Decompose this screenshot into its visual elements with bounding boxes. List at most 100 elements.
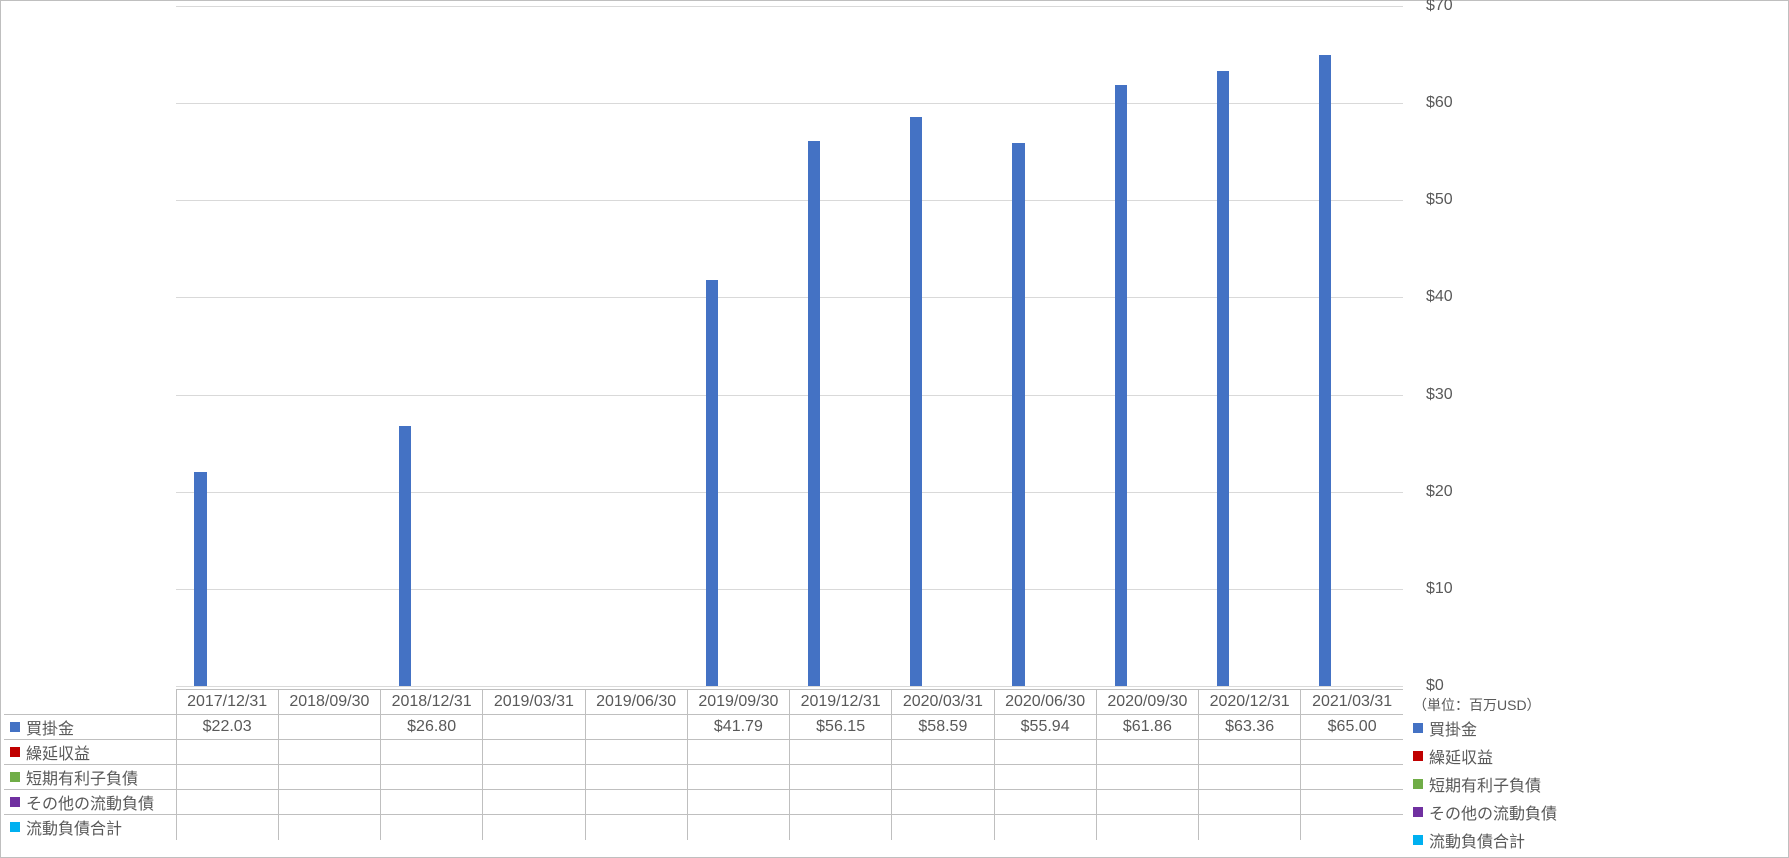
table-col-header: 2019/09/30 bbox=[687, 690, 789, 715]
table-cell bbox=[585, 790, 687, 815]
y-tick-label: $30 bbox=[1426, 386, 1453, 404]
table-cell bbox=[790, 790, 892, 815]
table-col-header: 2020/12/31 bbox=[1199, 690, 1301, 715]
gridline bbox=[176, 686, 1403, 687]
table-cell bbox=[994, 765, 1096, 790]
bar-s1 bbox=[1217, 71, 1229, 686]
table-cell bbox=[1301, 765, 1403, 790]
series-swatch-icon bbox=[10, 747, 20, 757]
series-swatch-icon bbox=[10, 772, 20, 782]
table-cell bbox=[1096, 740, 1198, 765]
table-row-header: 繰延収益 bbox=[4, 740, 176, 765]
table-col-header: 2018/12/31 bbox=[381, 690, 483, 715]
table-cell bbox=[483, 815, 585, 840]
bar-s1 bbox=[1319, 55, 1331, 686]
legend-swatch-icon bbox=[1413, 835, 1423, 845]
table-cell: $61.86 bbox=[1096, 715, 1198, 740]
table-cell bbox=[381, 790, 483, 815]
series-label: 買掛金 bbox=[26, 715, 74, 739]
table-cell: $41.79 bbox=[687, 715, 789, 740]
series-label: その他の流動負債 bbox=[26, 790, 154, 814]
series-label: 繰延収益 bbox=[26, 740, 90, 764]
bar-s1 bbox=[1115, 85, 1127, 686]
legend: 買掛金繰延収益短期有利子負債その他の流動負債流動負債合計 bbox=[1413, 714, 1557, 854]
bar-s1 bbox=[910, 117, 922, 686]
table-cell bbox=[176, 790, 278, 815]
table-row-header: 買掛金 bbox=[4, 715, 176, 740]
table-cell bbox=[994, 790, 1096, 815]
table-cell: $65.00 bbox=[1301, 715, 1403, 740]
table-cell bbox=[790, 765, 892, 790]
table-row: 繰延収益 bbox=[4, 740, 1403, 765]
data-table: 2017/12/312018/09/302018/12/312019/03/31… bbox=[4, 689, 1403, 840]
table-cell bbox=[994, 815, 1096, 840]
table-col-header: 2017/12/31 bbox=[176, 690, 278, 715]
legend-swatch-icon bbox=[1413, 723, 1423, 733]
table-cell bbox=[892, 790, 994, 815]
legend-label: その他の流動負債 bbox=[1429, 800, 1557, 824]
table-cell bbox=[176, 815, 278, 840]
table-col-header: 2019/12/31 bbox=[790, 690, 892, 715]
table-row: 買掛金$22.03$26.80$41.79$56.15$58.59$55.94$… bbox=[4, 715, 1403, 740]
table-cell: $58.59 bbox=[892, 715, 994, 740]
legend-swatch-icon bbox=[1413, 751, 1423, 761]
y-tick-label: $10 bbox=[1426, 580, 1453, 598]
legend-label: 短期有利子負債 bbox=[1429, 772, 1541, 796]
legend-item-s3: 短期有利子負債 bbox=[1413, 770, 1557, 798]
plot-area bbox=[176, 6, 1403, 686]
series-label: 流動負債合計 bbox=[26, 815, 122, 839]
table-cell bbox=[1096, 815, 1198, 840]
table-cell bbox=[1301, 815, 1403, 840]
y-tick-label: $70 bbox=[1426, 0, 1453, 15]
table-cell bbox=[687, 765, 789, 790]
table-cell bbox=[892, 765, 994, 790]
y-tick-label: $0 bbox=[1426, 677, 1444, 695]
table-row: 流動負債合計 bbox=[4, 815, 1403, 840]
series-swatch-icon bbox=[10, 822, 20, 832]
table-cell bbox=[278, 715, 380, 740]
bar-s1 bbox=[194, 472, 206, 686]
table-cell bbox=[1301, 790, 1403, 815]
legend-item-s4: その他の流動負債 bbox=[1413, 798, 1557, 826]
table-cell bbox=[687, 815, 789, 840]
table-cell bbox=[1301, 740, 1403, 765]
table-cell bbox=[278, 765, 380, 790]
legend-label: 流動負債合計 bbox=[1429, 828, 1525, 852]
table-cell bbox=[278, 790, 380, 815]
table-cell bbox=[483, 715, 585, 740]
table-cell bbox=[994, 740, 1096, 765]
y-tick-label: $60 bbox=[1426, 94, 1453, 112]
table-cell bbox=[585, 715, 687, 740]
table-cell bbox=[278, 740, 380, 765]
table-cell bbox=[687, 790, 789, 815]
legend-swatch-icon bbox=[1413, 779, 1423, 789]
table-cell bbox=[483, 765, 585, 790]
table-cell bbox=[1199, 740, 1301, 765]
table-cell bbox=[790, 815, 892, 840]
table-cell bbox=[585, 815, 687, 840]
gridline bbox=[176, 6, 1403, 7]
table-cell: $55.94 bbox=[994, 715, 1096, 740]
table-cell bbox=[1096, 765, 1198, 790]
table-row: その他の流動負債 bbox=[4, 790, 1403, 815]
table-cell: $22.03 bbox=[176, 715, 278, 740]
table-cell bbox=[176, 765, 278, 790]
table-cell bbox=[176, 740, 278, 765]
legend-item-s5: 流動負債合計 bbox=[1413, 826, 1557, 854]
table-cell bbox=[585, 740, 687, 765]
legend-swatch-icon bbox=[1413, 807, 1423, 817]
table-cell bbox=[892, 815, 994, 840]
table-cell bbox=[1096, 790, 1198, 815]
table-col-header: 2020/09/30 bbox=[1096, 690, 1198, 715]
legend-item-s2: 繰延収益 bbox=[1413, 742, 1557, 770]
table-cell: $63.36 bbox=[1199, 715, 1301, 740]
table-col-header: 2018/09/30 bbox=[278, 690, 380, 715]
table-cell bbox=[483, 790, 585, 815]
series-swatch-icon bbox=[10, 722, 20, 732]
table-cell bbox=[1199, 765, 1301, 790]
table-cell bbox=[687, 740, 789, 765]
y-tick-label: $40 bbox=[1426, 288, 1453, 306]
table-cell bbox=[381, 740, 483, 765]
bar-s1 bbox=[399, 426, 411, 686]
table-cell bbox=[381, 765, 483, 790]
